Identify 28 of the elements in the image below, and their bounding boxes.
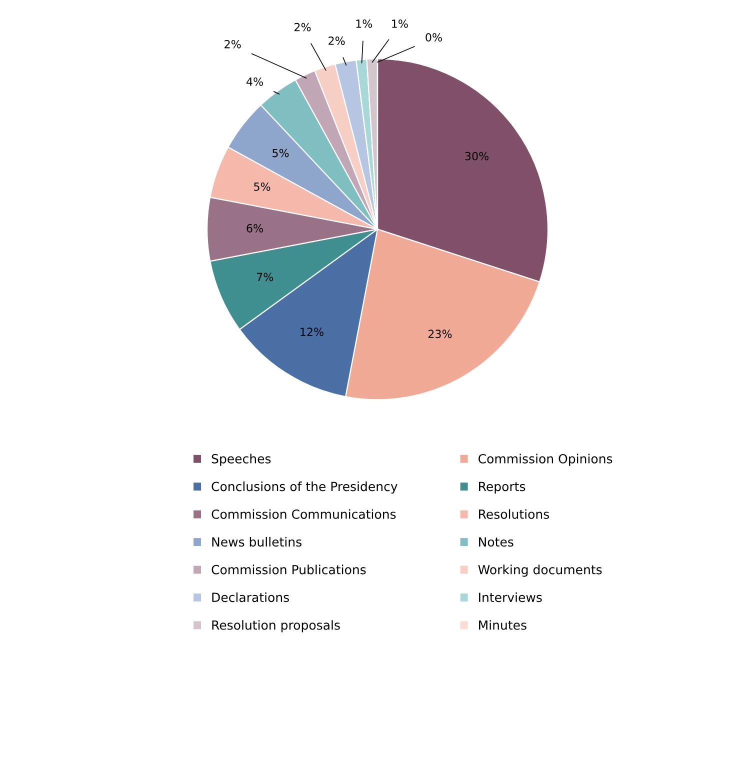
data-label: 23% <box>428 330 452 338</box>
legend-label: Interviews <box>479 592 542 602</box>
data-label: 7% <box>256 272 274 282</box>
legend-label: Commission Publications <box>212 564 366 574</box>
legend-label: News bulletins <box>212 536 302 547</box>
legend-label: Reports <box>479 482 526 494</box>
data-label: 4% <box>246 77 263 86</box>
data-label: 6% <box>246 224 263 232</box>
legend-label: Declarations <box>212 592 289 602</box>
legend-label: Commission Communications <box>212 509 396 519</box>
data-label: 5% <box>254 182 270 191</box>
data-label: 12% <box>300 328 324 336</box>
data-label: 30% <box>465 152 489 160</box>
legend-label: Conclusions of the Presidency <box>212 482 398 494</box>
legend-label: Working documents <box>478 564 602 577</box>
legend-label: Resolution proposals <box>212 620 340 632</box>
data-label: 2% <box>328 36 345 45</box>
legend-label: Resolutions <box>479 509 550 519</box>
data-label: 2% <box>294 22 311 32</box>
data-label: 5% <box>272 148 289 158</box>
text: 0% <box>426 33 442 42</box>
legend-label: Speeches <box>212 454 271 466</box>
data-label: 2% <box>224 40 241 48</box>
data-label: 1% <box>392 19 408 28</box>
legend-label: Notes <box>479 537 514 547</box>
data-label: 1% <box>356 19 372 28</box>
legend-label: Commission Opinions <box>478 454 612 466</box>
legend-label: Minutes <box>479 620 526 630</box>
